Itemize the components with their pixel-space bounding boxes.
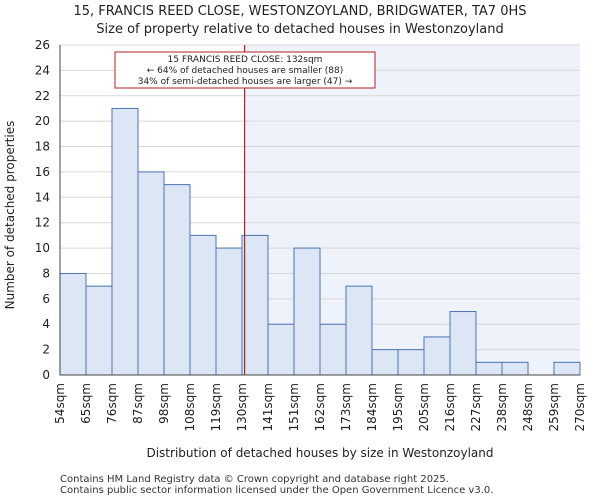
x-axis-label: Distribution of detached houses by size … <box>146 446 493 460</box>
bar <box>449 311 477 376</box>
bar <box>475 361 503 376</box>
x-tick-label: 270sqm <box>573 383 587 431</box>
bar <box>501 361 529 376</box>
y-tick-label: 22 <box>35 89 50 103</box>
x-tick-label: 162sqm <box>313 383 327 431</box>
x-tick-label: 87sqm <box>131 383 145 424</box>
x-tick-label: 216sqm <box>443 383 457 431</box>
bar <box>267 323 295 376</box>
axes <box>59 45 580 376</box>
y-tick-label: 14 <box>35 190 50 204</box>
x-tick-label: 227sqm <box>469 383 483 431</box>
x-tick-label: 108sqm <box>183 383 197 431</box>
annotation-box: 15 FRANCIS REED CLOSE: 132sqm ← 64% of d… <box>114 51 376 89</box>
footer-licence: Contains public sector information licen… <box>60 485 494 496</box>
y-tick-label: 12 <box>35 216 50 230</box>
annotation-line-1: 15 FRANCIS REED CLOSE: 132sqm <box>168 55 323 65</box>
y-axis-label: Number of detached properties <box>3 121 17 310</box>
bar <box>397 349 425 376</box>
y-tick-label: 20 <box>35 114 50 128</box>
bar <box>293 247 321 376</box>
x-tick-label: 238sqm <box>495 383 509 431</box>
annotation-line-3: 34% of semi-detached houses are larger (… <box>138 77 353 87</box>
x-tick-label: 173sqm <box>339 383 353 431</box>
x-tick-label: 184sqm <box>365 383 379 431</box>
y-tick-label: 24 <box>35 63 50 77</box>
bar <box>189 234 217 376</box>
y-tick-label: 4 <box>42 317 50 331</box>
chart-title: 15, FRANCIS REED CLOSE, WESTONZOYLAND, B… <box>73 4 527 19</box>
x-tick-label: 141sqm <box>261 383 275 431</box>
x-tick-label: 151sqm <box>287 383 301 431</box>
footer-copyright: Contains HM Land Registry data © Crown c… <box>60 474 449 485</box>
bar <box>111 107 139 376</box>
x-tick-label: 259sqm <box>547 383 561 431</box>
bar <box>85 285 113 376</box>
bar <box>59 272 87 376</box>
bar <box>553 361 581 376</box>
y-tick-label: 10 <box>35 241 50 255</box>
bar <box>371 349 399 376</box>
x-tick-label: 195sqm <box>391 383 405 431</box>
bar <box>163 184 191 376</box>
bar <box>137 171 165 376</box>
bar <box>215 247 243 376</box>
bar <box>241 234 269 376</box>
x-tick-label: 119sqm <box>209 383 223 431</box>
x-tick-label: 76sqm <box>105 383 119 424</box>
x-tick-label: 130sqm <box>235 383 249 431</box>
bar <box>345 285 373 376</box>
bars <box>59 107 581 376</box>
chart-subtitle: Size of property relative to detached ho… <box>96 22 504 37</box>
y-tick-label: 6 <box>42 292 50 306</box>
y-tick-label: 18 <box>35 140 50 154</box>
y-tick-label: 16 <box>35 165 50 179</box>
y-tick-label: 2 <box>42 343 50 357</box>
x-tick-labels: 54sqm 65sqm 76sqm 87sqm 98sqm 108sqm 119sqm 130… <box>53 383 587 431</box>
annotation-line-2: ← 64% of detached houses are smaller (88… <box>147 66 344 76</box>
y-tick-label: 0 <box>42 368 50 382</box>
x-tick-label: 54sqm <box>53 383 67 424</box>
bar <box>319 323 347 376</box>
x-tick-label: 65sqm <box>79 383 93 424</box>
x-tick-label: 98sqm <box>157 383 171 424</box>
x-tick-label: 205sqm <box>417 383 431 431</box>
y-tick-label: 8 <box>42 266 50 280</box>
x-tick-label: 248sqm <box>521 383 535 431</box>
bar <box>423 336 451 376</box>
y-tick-label: 26 <box>35 38 50 52</box>
